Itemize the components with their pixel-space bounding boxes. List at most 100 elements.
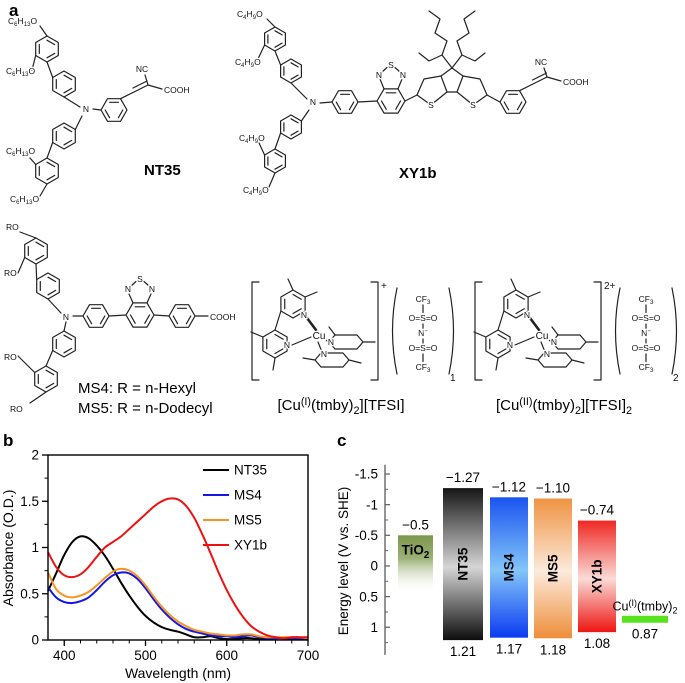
alkoxy-label: C6H13O [10, 194, 39, 206]
nitrogen-atom: N [83, 104, 89, 114]
alkoxy-label: C4H9O [235, 57, 261, 69]
left-bracket [474, 281, 483, 381]
aromatic-bond [290, 130, 299, 136]
aromatic-bond [515, 308, 525, 315]
bar-top-value: −0.5 [402, 517, 429, 532]
tfsi-sulfonyl: O=S=O [409, 313, 438, 323]
carboxyl-group: COOH [563, 77, 589, 87]
bar-top-value: −0.74 [580, 503, 615, 518]
anion-count: 2 [673, 373, 679, 384]
y-tick-label: 0.5 [20, 586, 39, 601]
cyano-group: NC [136, 64, 148, 74]
aromatic-bond [47, 289, 57, 296]
aromatic-bond [63, 139, 73, 146]
nitrogen-atom: N [125, 284, 131, 294]
left-bracket [251, 281, 260, 381]
nitrogen-atom: N [551, 337, 557, 347]
aromatic-bond [274, 30, 283, 36]
aromatic-bond [63, 334, 73, 341]
ligand-bonds [302, 326, 376, 364]
x-tick-label: 500 [134, 648, 157, 663]
bar-name-label: NT35 [456, 547, 471, 581]
redox-name-label: Cu(I)(tmby)2 [613, 598, 678, 616]
x-tick-label: 600 [215, 648, 238, 663]
bar-name-label: MS4 [502, 553, 517, 581]
aromatic-bond [104, 109, 111, 119]
tfsi-cf3: CF3 [639, 294, 654, 306]
cu-skeleton [250, 278, 455, 381]
aromatic-bond [129, 314, 136, 324]
aromatic-bond [63, 87, 73, 94]
sulfur-atom: S [388, 60, 394, 70]
x-tick-label: 700 [297, 648, 320, 663]
bonds [256, 10, 562, 188]
aromatic-bond [63, 347, 73, 354]
cyano-group: NC [535, 57, 547, 67]
nitrogen-atom: N [284, 340, 290, 350]
energy-bar-3 [534, 498, 572, 639]
bar-top-value: −1.27 [446, 470, 480, 485]
legend-label-xy1b: XY1b [234, 538, 267, 553]
sulfur-atom: S [137, 274, 143, 284]
nitrogen-atom: N [310, 97, 316, 107]
aromatic-bond [274, 42, 283, 48]
aromatic-bond [497, 333, 507, 340]
left-parenthesis [391, 287, 398, 375]
absorbance-chart: 400 500 600 700 0 0.5 1 1.5 2 NT35 MS4 MS5 XY1b Abso… [0, 448, 320, 681]
cu2-caption: [Cu(II)(tmby)2][TFSI]2 [496, 396, 632, 417]
series-curve-nt35 [47, 535, 308, 641]
r-o-label: RO [4, 352, 17, 362]
energy-tick-label: -0.5 [355, 528, 378, 543]
nitrogen-atom: N [328, 337, 334, 347]
redox-value-label: 0.87 [632, 626, 658, 641]
redox-level-bar [622, 615, 668, 623]
legend-label-ms4: MS4 [234, 488, 262, 503]
aromatic-bond [274, 164, 283, 170]
aromatic-bond [185, 315, 192, 325]
nitrogen-atom: N [507, 340, 513, 350]
cu-n-wedge-bond [305, 316, 318, 332]
aromatic-bond [35, 241, 45, 248]
aromatic-bond [274, 152, 283, 158]
bonds [17, 231, 209, 404]
molecule-name-xy1b: XY1b [399, 165, 437, 182]
aromatic-bond [348, 101, 355, 111]
x-tick-label: 400 [53, 648, 76, 663]
energy-bar-4 [578, 520, 616, 633]
aromatic-bond [335, 101, 342, 111]
tfsi-nitrogen: N− [418, 328, 428, 338]
nt35-skeleton [29, 25, 163, 197]
copper-atom: Cu [313, 331, 326, 342]
bar-top-value: −1.10 [536, 481, 570, 496]
tfsi-nitrogen: N− [641, 328, 651, 338]
nitrogen-atom: N [544, 349, 550, 359]
r-o-label: RO [10, 404, 23, 414]
aromatic-bond [45, 369, 55, 376]
legend-label-nt35: NT35 [234, 463, 267, 478]
nitrogen-atom: N [321, 349, 327, 359]
aromatic-bond [395, 100, 402, 110]
r-o-label: RO [4, 268, 17, 278]
tfsi-sulfonyl: O=S=O [632, 343, 661, 353]
alkoxy-label: C4H9O [237, 9, 263, 21]
benzene-ring [52, 330, 76, 358]
aromatic-bond [99, 315, 106, 325]
xy1b-structure: C4H9O C4H9O C4H9O C4H9O N N N S S S NC C… [234, 8, 590, 199]
cu-n-bonds [514, 336, 551, 353]
aromatic-bond [46, 52, 56, 59]
ms4-variant-label: MS4: R = n-Hexyl [78, 380, 196, 397]
aromatic-bond [274, 348, 284, 355]
aromatic-bond [516, 101, 523, 111]
aromatic-bond [46, 39, 56, 46]
cu-n-wedge-bond [528, 316, 541, 332]
bar-name-label: XY1b [590, 559, 605, 593]
energy-bar-0 [398, 535, 433, 594]
aromatic-bond [172, 315, 179, 325]
tfsi-sulfonyl: O=S=O [409, 343, 438, 353]
bar-name-label: MS5 [546, 554, 561, 582]
sulfur-atom: S [428, 100, 434, 110]
aromatic-bond [274, 333, 284, 340]
aromatic-bond [63, 126, 73, 133]
energy-tick-label: -1 [366, 497, 378, 512]
ms-skeleton [17, 231, 209, 404]
